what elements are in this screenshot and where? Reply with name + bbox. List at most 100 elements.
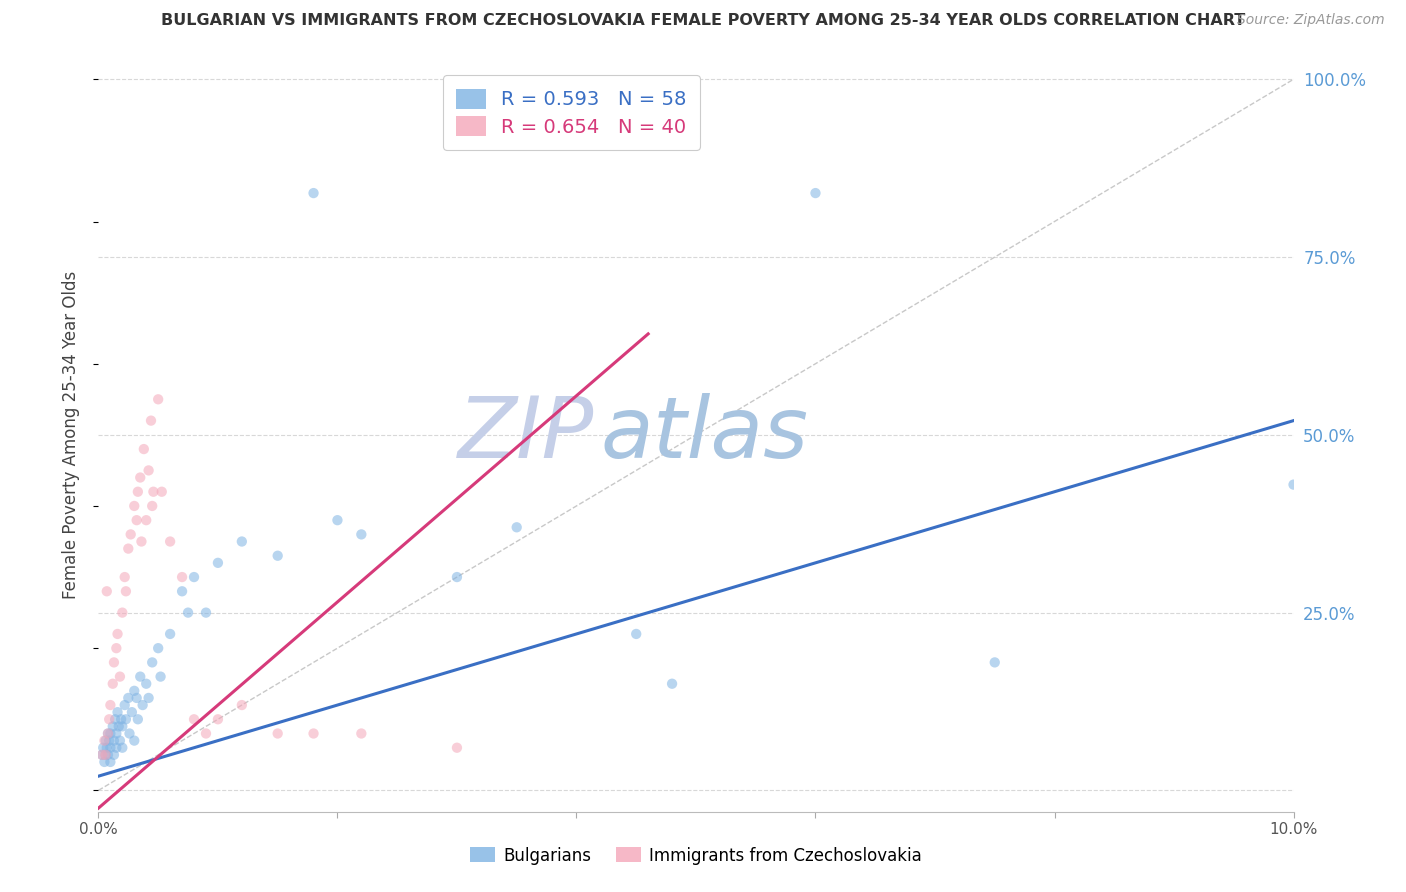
Point [101, 677, 124, 691]
Point [172, 584, 194, 599]
Point [506, 520, 529, 534]
Point [141, 499, 163, 513]
Point [96, 584, 118, 599]
Point [107, 719, 129, 733]
Point [127, 484, 149, 499]
Point [108, 670, 131, 684]
Point [98, 733, 121, 747]
Point [207, 712, 229, 726]
Point [131, 698, 153, 712]
Point [114, 698, 136, 712]
Point [302, 186, 325, 200]
Point [132, 442, 155, 456]
Point [98, 740, 122, 755]
Point [446, 570, 468, 584]
Point [94, 733, 117, 747]
Point [626, 627, 648, 641]
Point [97, 726, 120, 740]
Point [984, 656, 1007, 670]
Point [124, 733, 146, 747]
Point [105, 740, 128, 755]
Point [326, 513, 349, 527]
Point [98, 755, 122, 769]
Point [141, 656, 163, 670]
Point [103, 747, 125, 762]
Point [103, 733, 125, 747]
Point [124, 683, 146, 698]
Point [93, 755, 115, 769]
Point [91, 747, 114, 762]
Point [115, 712, 138, 726]
Point [111, 719, 134, 733]
Point [302, 726, 325, 740]
Point [135, 513, 157, 527]
Point [107, 705, 129, 719]
Point [121, 705, 143, 719]
Point [117, 541, 139, 556]
Point [127, 712, 149, 726]
Text: BULGARIAN VS IMMIGRANTS FROM CZECHOSLOVAKIA FEMALE POVERTY AMONG 25-34 YEAR OLDS: BULGARIAN VS IMMIGRANTS FROM CZECHOSLOVA… [160, 13, 1246, 29]
Text: atlas: atlas [600, 393, 808, 476]
Point [183, 570, 205, 584]
Point [159, 534, 181, 549]
Point [183, 712, 205, 726]
Point [94, 747, 117, 762]
Point [267, 549, 290, 563]
Point [231, 534, 253, 549]
Point [129, 670, 152, 684]
Point [125, 690, 148, 705]
Point [135, 677, 157, 691]
Point [1282, 477, 1305, 491]
Point [267, 726, 290, 740]
Point [446, 740, 468, 755]
Legend: Bulgarians, Immigrants from Czechoslovakia: Bulgarians, Immigrants from Czechoslovak… [463, 840, 929, 871]
Text: ZIP: ZIP [458, 393, 595, 476]
Point [172, 570, 194, 584]
Point [105, 726, 128, 740]
Point [98, 712, 121, 726]
Point [108, 733, 131, 747]
Point [111, 740, 134, 755]
Point [142, 484, 165, 499]
Point [91, 740, 114, 755]
Point [231, 698, 253, 712]
Point [207, 556, 229, 570]
Point [149, 670, 172, 684]
Point [115, 584, 138, 599]
Point [125, 513, 148, 527]
Point [131, 534, 153, 549]
Point [103, 656, 125, 670]
Point [804, 186, 827, 200]
Point [124, 499, 146, 513]
Point [150, 484, 173, 499]
Point [110, 712, 132, 726]
Point [148, 641, 170, 656]
Point [159, 627, 181, 641]
Point [97, 726, 120, 740]
Point [148, 392, 170, 407]
Point [98, 726, 122, 740]
Point [195, 726, 218, 740]
Point [104, 712, 127, 726]
Point [120, 527, 142, 541]
Point [97, 747, 120, 762]
Point [350, 527, 373, 541]
Point [114, 570, 136, 584]
Point [138, 463, 160, 477]
Point [111, 606, 134, 620]
Point [105, 641, 128, 656]
Text: Source: ZipAtlas.com: Source: ZipAtlas.com [1237, 13, 1385, 28]
Point [350, 726, 373, 740]
Point [98, 698, 122, 712]
Point [96, 740, 118, 755]
Point [118, 726, 141, 740]
Point [138, 690, 160, 705]
Point [91, 747, 114, 762]
Point [107, 627, 129, 641]
Point [195, 606, 218, 620]
Point [139, 414, 162, 428]
Point [101, 719, 124, 733]
Point [94, 747, 117, 762]
Point [117, 690, 139, 705]
Y-axis label: Female Poverty Among 25-34 Year Olds: Female Poverty Among 25-34 Year Olds [62, 271, 80, 599]
